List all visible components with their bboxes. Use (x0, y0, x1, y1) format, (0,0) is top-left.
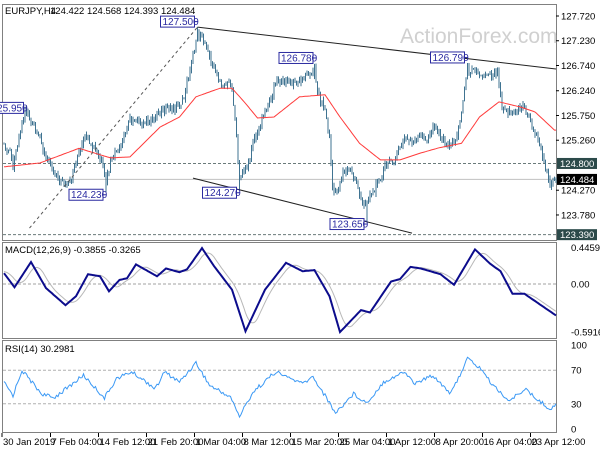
trendline (192, 177, 413, 234)
price-tick-label: 125.750 (561, 111, 595, 122)
time-tick-label: 7 Feb 04:00 (52, 437, 103, 448)
macd-pane-border (2, 242, 557, 339)
level-label: 124.800 (560, 159, 594, 170)
rsi-tick-label: 70 (571, 366, 582, 377)
price-tick-label: 125.260 (561, 136, 595, 147)
current-price-label: 124.484 (560, 175, 594, 186)
dotted-trendline (29, 26, 198, 229)
rsi-title: RSI(14) 30.2981 (5, 344, 75, 355)
price-tick-label: 124.270 (561, 186, 595, 197)
time-tick-label: 1 Mar 04:00 (196, 437, 247, 448)
rsi-tick-label: 0 (571, 425, 576, 436)
time-tick-label: 1 Apr 12:00 (388, 437, 437, 448)
rsi-pane-border (2, 340, 557, 433)
price-pane-border (2, 4, 557, 241)
annotation-label: 123.650 (332, 220, 369, 231)
annotation-box (329, 218, 365, 231)
trendline (197, 26, 557, 70)
annotation-box (160, 15, 195, 28)
level-label-bg (557, 229, 597, 241)
macd-title: MACD(12,26,9) -0.3855 -0.3265 (5, 245, 141, 256)
annotation-label: 125.950 (0, 103, 28, 114)
rsi-tick-label: 100 (571, 341, 587, 352)
macd-pane (3, 246, 557, 335)
price-tick-label: 126.740 (561, 61, 595, 72)
annotation-box (0, 101, 24, 114)
current-price-label-bg (557, 173, 597, 185)
price-tick-label: 127.230 (561, 36, 595, 47)
rsi-tick-label: 30 (571, 399, 582, 410)
annotation-box (430, 51, 465, 64)
macd-signal-line (3, 252, 557, 328)
time-tick-label: 15 Mar 20:00 (292, 437, 348, 448)
annotation-box (68, 188, 104, 201)
rsi-pane (3, 356, 557, 419)
annotation-label: 124.270 (205, 188, 242, 199)
watermark: ActionForex.com (400, 25, 558, 48)
annotation-box (202, 186, 237, 199)
time-tick-label: 23 Apr 12:00 (532, 437, 586, 448)
price-annotations: 127.500 125.950 124.230 124.270 126.780 123.6… (0, 15, 470, 231)
price-levels (3, 162, 556, 236)
time-tick-label: 8 Mar 12:00 (244, 437, 295, 448)
time-tick-label: 14 Feb 12:00 (100, 437, 156, 448)
time-tick-label: 8 Apr 20:00 (436, 437, 485, 448)
price-tick-label: 127.720 (561, 12, 595, 23)
macd-tick-label: 0.00 (571, 280, 590, 291)
annotation-label: 127.500 (163, 17, 200, 28)
overlays (3, 26, 557, 234)
price-tick-label: 126.240 (561, 86, 595, 97)
macd-main-line (3, 246, 557, 335)
time-tick-label: 16 Apr 04:00 (484, 437, 538, 448)
axes: 127.720 127.230 126.740 126.240 125.750 125.2… (1, 12, 600, 448)
macd-tick-label: -0.5916 (571, 328, 600, 339)
macd-tick-label: 0.4459 (571, 243, 600, 254)
annotation-label: 126.780 (281, 53, 318, 64)
symbol-label: EURJPY,H4 (5, 6, 56, 17)
level-label: 123.390 (560, 230, 594, 241)
annotation-label: 126.790 (433, 53, 470, 64)
level-label-bg (557, 157, 597, 169)
price-bars (3, 27, 557, 222)
time-tick-label: 25 Mar 04:00 (340, 437, 396, 448)
time-tick-label: 30 Jan 2019 (3, 437, 55, 448)
annotation-box (278, 51, 314, 64)
price-tick-label: 123.780 (561, 210, 595, 221)
rsi-line (3, 356, 557, 419)
annotation-label: 124.230 (71, 190, 108, 201)
ohlc-readout: 124.422 124.568 124.393 124.484 (50, 6, 195, 17)
chart-frame (2, 4, 557, 433)
time-tick-label: 21 Feb 20:00 (148, 437, 204, 448)
moving-average-line (3, 87, 556, 168)
